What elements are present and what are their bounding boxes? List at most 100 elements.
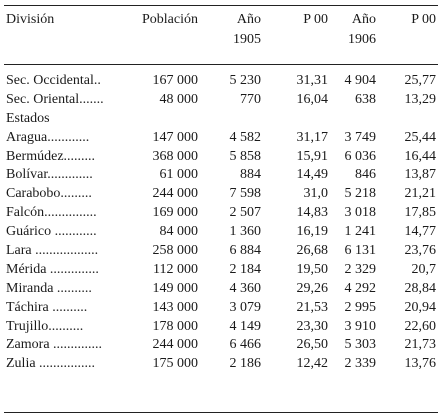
cell-1906: 5 218 [344, 186, 377, 202]
cell-p00-1906: 25,77 [404, 73, 437, 88]
cell-poblacion: 84 000 [159, 224, 199, 240]
cell-poblacion: 244 000 [152, 186, 199, 202]
cell-p00-1905: 23,30 [296, 318, 329, 334]
cell-division: Falcón............... [6, 205, 97, 221]
cell-p00-1905: 26,68 [296, 243, 329, 259]
table-row: Falcón............... 169 000 2 507 14,83 3 … [0, 204, 442, 223]
cell-1905: 6 884 [229, 243, 262, 259]
cell-division: Lara .................. [6, 243, 99, 259]
table-row: Bolívar............. 61 000 884 14,49 846 13,… [0, 166, 442, 185]
cell-1905: 3 079 [229, 299, 262, 315]
cell-division: Estados [6, 110, 50, 126]
cell-p00-1905: 31,31 [296, 73, 329, 88]
table-row: Guárico ............ 84 000 1 360 16,19 1 24… [0, 223, 442, 242]
cell-p00-1906: 13,29 [404, 91, 437, 107]
cell-1906: 638 [355, 91, 376, 107]
cell-1905: 2 507 [229, 205, 262, 221]
cell-p00-1906: 21,21 [404, 186, 437, 202]
cell-division: Zulia ................ [6, 356, 96, 372]
table-row: Lara .................. 258 000 6 884 26,68… [0, 242, 442, 261]
cell-p00-1906: 14,77 [404, 224, 437, 240]
table-row: Zulia ................ 175 000 2 186 12,42 2… [0, 355, 442, 374]
cell-p00-1906: 20,94 [404, 299, 437, 315]
cell-p00-1906: 21,73 [404, 337, 437, 353]
cell-p00-1905: 16,19 [296, 224, 329, 240]
cell-p00-1905: 16,04 [296, 91, 329, 107]
cell-poblacion: 61 000 [159, 167, 199, 183]
cell-p00-1905: 21,53 [296, 299, 329, 315]
cell-p00-1906: 13,76 [404, 356, 437, 372]
table-row: Táchira .......... 143 000 3 079 21,53 2 995… [0, 299, 442, 318]
cell-1906: 846 [355, 167, 376, 183]
cell-division: Sec. Oriental....... [6, 91, 104, 107]
header-year-1906-label: Año [351, 12, 376, 27]
header-year-1905-label: Año [236, 12, 261, 27]
cell-p00-1906: 20,7 [411, 261, 437, 277]
cell-poblacion: 143 000 [152, 299, 199, 315]
table-row: Sec. Occidental.. 167 000 5 230 31,31 4 904 2… [0, 72, 442, 91]
table-row: Aragua............ 147 000 4 582 31,17 3 749… [0, 129, 442, 148]
cell-poblacion: 48 000 [159, 91, 199, 107]
cell-1905: 5 230 [229, 73, 262, 88]
table-row: Zamora .............. 244 000 6 466 26,50 5 … [0, 336, 442, 355]
cell-1906: 4 292 [344, 280, 377, 296]
cell-division: Sec. Occidental.. [6, 73, 101, 88]
cell-division: Trujillo.......... [6, 318, 84, 334]
cell-division: Mérida .............. [6, 261, 99, 277]
cell-1906: 1 241 [344, 224, 377, 240]
table-row: Bermúdez......... 368 000 5 858 15,91 6 036 1… [0, 148, 442, 167]
cell-p00-1906: 13,87 [404, 167, 437, 183]
cell-1905: 1 360 [229, 224, 262, 240]
cell-p00-1906: 22,60 [404, 318, 437, 334]
cell-division: Miranda .......... [6, 280, 92, 296]
cell-division: Bermúdez......... [6, 148, 96, 164]
cell-poblacion: 112 000 [153, 261, 198, 277]
cell-1906: 3 018 [344, 205, 377, 221]
cell-1905: 2 186 [229, 356, 262, 372]
header-p00-1905: P 00 [303, 12, 328, 27]
table-header-rule [4, 64, 438, 65]
table-row: Trujillo.......... 178 000 4 149 23,30 3 910… [0, 318, 442, 337]
cell-p00-1905: 31,0 [303, 186, 329, 202]
cell-1905: 770 [240, 91, 261, 107]
cell-division: Zamora .............. [6, 337, 103, 353]
cell-poblacion: 175 000 [152, 356, 199, 372]
table-row: Miranda .......... 149 000 4 360 29,26 4 292… [0, 280, 442, 299]
cell-p00-1906: 17,85 [404, 205, 437, 221]
cell-1906: 2 995 [344, 299, 377, 315]
cell-1906: 6 131 [344, 243, 377, 259]
header-p00-1906: P 00 [411, 12, 436, 27]
cell-poblacion: 178 000 [152, 318, 199, 334]
cell-1906: 6 036 [344, 148, 377, 164]
cell-1905: 6 466 [229, 337, 262, 353]
cell-p00-1906: 16,44 [404, 148, 437, 164]
cell-1905: 7 598 [229, 186, 262, 202]
cell-1905: 4 360 [229, 280, 262, 296]
cell-poblacion: 368 000 [152, 148, 199, 164]
table-row: Carabobo......... 244 000 7 598 31,0 5 218 21… [0, 185, 442, 204]
cell-poblacion: 244 000 [152, 337, 199, 353]
cell-division: Carabobo......... [6, 186, 92, 202]
cell-1906: 4 904 [344, 73, 377, 88]
cell-poblacion: 149 000 [152, 280, 199, 296]
cell-p00-1905: 26,50 [296, 337, 329, 353]
cell-p00-1905: 14,83 [296, 205, 329, 221]
table-bottom-rule [4, 412, 438, 413]
cell-p00-1906: 28,84 [404, 280, 437, 296]
cell-p00-1905: 19,50 [296, 261, 329, 277]
cell-p00-1905: 15,91 [296, 148, 329, 164]
cell-division: Guárico ............ [6, 224, 97, 240]
cell-1905: 5 858 [229, 148, 262, 164]
cell-p00-1905: 14,49 [296, 167, 329, 183]
cell-poblacion: 258 000 [152, 243, 199, 259]
cell-p00-1905: 31,17 [296, 129, 329, 145]
cell-1905: 4 582 [229, 129, 262, 145]
table-top-rule [4, 5, 438, 6]
header-division: División [6, 12, 55, 27]
cell-1906: 3 910 [344, 318, 377, 334]
table-body: Sec. Occidental.. 167 000 5 230 31,31 4 904 2… [0, 72, 442, 374]
cell-1906: 2 339 [344, 356, 377, 372]
table-row: Mérida .............. 112 000 2 184 19,50 2 … [0, 261, 442, 280]
cell-division: Táchira .......... [6, 299, 88, 315]
